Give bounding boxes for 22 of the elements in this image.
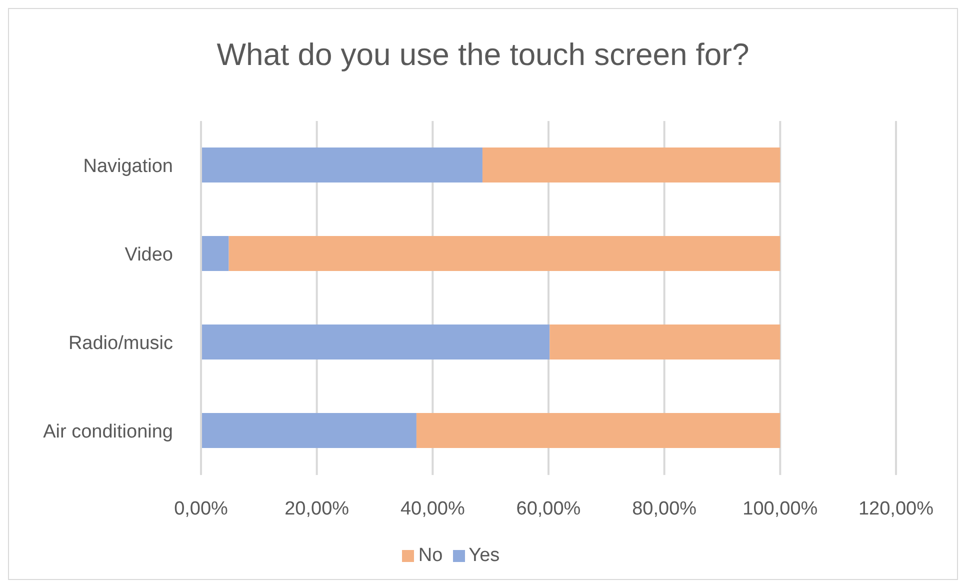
bar	[201, 413, 416, 448]
y-tick-label: Navigation	[83, 156, 173, 177]
x-tick-label: 80,00%	[632, 498, 697, 520]
bar	[482, 148, 780, 183]
x-tick-label: 40,00%	[400, 498, 465, 520]
y-tick-label: Video	[124, 244, 173, 266]
x-tick-label: 60,00%	[516, 498, 581, 520]
bar	[201, 324, 550, 360]
x-tick-label: 0,00%	[174, 498, 228, 520]
legend-label: Yes	[468, 545, 500, 566]
y-tick-label: Radio/music	[68, 332, 173, 354]
x-tick-label: 20,00%	[284, 498, 350, 520]
bar	[550, 324, 780, 360]
chart-title: What do you use the touch screen for?	[216, 37, 750, 73]
x-tick-label: 100,00%	[742, 498, 818, 520]
y-tick-label: Air conditioning	[43, 421, 173, 442]
bar	[416, 413, 780, 448]
bar	[228, 236, 780, 272]
bar	[201, 236, 229, 272]
x-tick-label: 120,00%	[858, 498, 934, 520]
legend-label: No	[418, 545, 443, 566]
bar	[201, 148, 482, 183]
